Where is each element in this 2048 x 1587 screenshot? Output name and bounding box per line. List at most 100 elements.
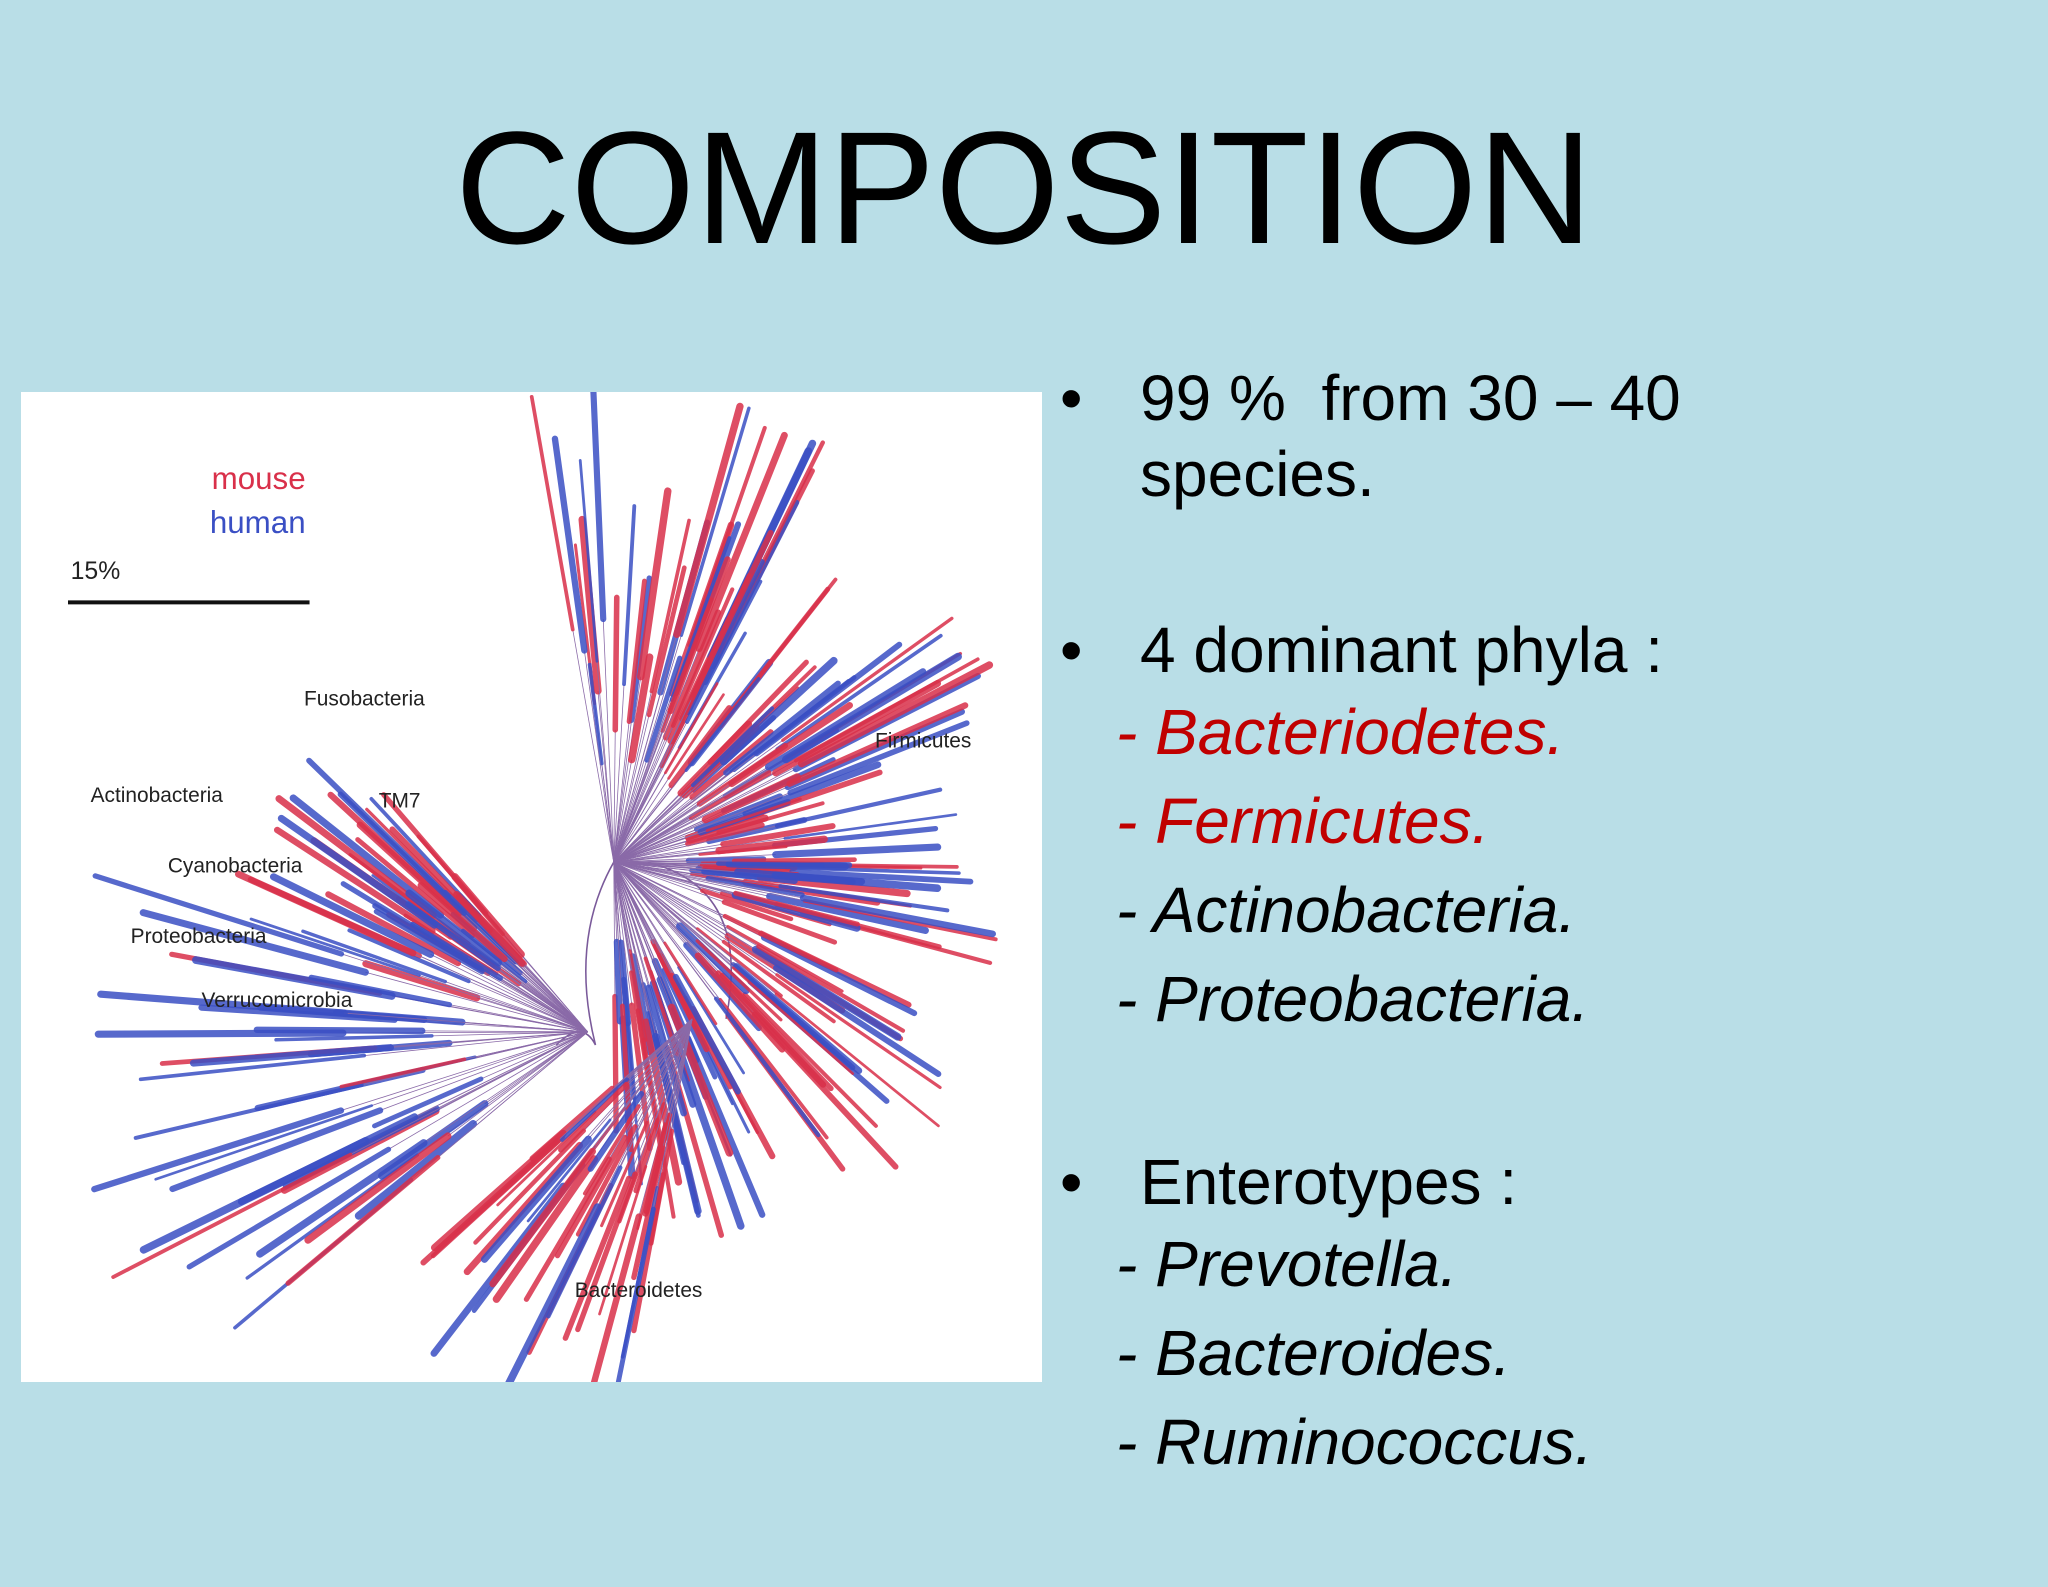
branch xyxy=(613,861,738,873)
clade xyxy=(731,966,855,1075)
clade xyxy=(590,392,607,623)
bullet: • 99 % from 30 – 40 species. xyxy=(1060,360,1960,512)
branch xyxy=(449,1004,588,1033)
clade xyxy=(695,939,783,1022)
clade xyxy=(417,882,508,963)
branch xyxy=(613,861,721,1001)
branch xyxy=(388,1031,588,1150)
clade xyxy=(235,870,417,957)
clade xyxy=(722,913,839,973)
branch xyxy=(613,721,630,863)
branch xyxy=(602,618,615,863)
clade xyxy=(92,873,345,957)
branch xyxy=(419,975,588,1033)
branch xyxy=(613,761,725,863)
clade xyxy=(523,1156,612,1302)
clade xyxy=(723,680,841,776)
branch xyxy=(613,861,698,942)
bullet-marker: • xyxy=(1060,614,1083,686)
branch xyxy=(626,1018,693,1085)
branch xyxy=(613,759,787,863)
clade xyxy=(673,402,744,638)
branch xyxy=(613,862,646,959)
clade xyxy=(133,1082,364,1140)
clade xyxy=(237,1113,419,1206)
sub-item: - Ruminococcus. xyxy=(1116,1406,1593,1478)
clade xyxy=(373,908,485,975)
clade xyxy=(751,1011,899,1170)
branch xyxy=(609,1018,693,1121)
clade xyxy=(742,761,882,817)
branch xyxy=(390,1031,588,1048)
branch xyxy=(597,1018,693,1208)
clade xyxy=(721,939,836,1024)
branch xyxy=(613,837,785,863)
branch xyxy=(626,1018,693,1080)
branch xyxy=(613,753,757,863)
branch xyxy=(613,648,700,863)
branch xyxy=(619,1018,693,1168)
branch xyxy=(613,635,682,863)
clade xyxy=(742,992,878,1128)
branch xyxy=(613,861,736,894)
bullet-text: 99 % from 30 – 40 species. xyxy=(1140,362,1699,510)
clade xyxy=(652,943,696,1030)
branch xyxy=(613,862,677,978)
clade xyxy=(587,662,604,766)
branch xyxy=(613,861,719,864)
clade xyxy=(773,965,942,1077)
branch xyxy=(613,759,633,863)
branch xyxy=(613,714,650,863)
clade xyxy=(677,720,753,797)
branch xyxy=(613,684,625,863)
branch xyxy=(613,861,703,891)
branch xyxy=(613,766,769,863)
clade xyxy=(701,773,801,824)
clade xyxy=(789,869,974,885)
clade xyxy=(354,1120,478,1220)
branch xyxy=(592,1018,693,1152)
clade xyxy=(684,677,761,772)
clade xyxy=(627,653,654,764)
clade xyxy=(685,579,763,724)
branch xyxy=(458,913,588,1033)
branch xyxy=(468,980,588,1033)
clade xyxy=(274,1034,434,1042)
branch xyxy=(646,1018,693,1123)
clade xyxy=(691,706,774,788)
clade xyxy=(688,770,772,821)
phylum-label: Firmicutes xyxy=(875,729,971,752)
clade xyxy=(327,791,463,917)
branch xyxy=(613,862,633,1006)
clade xyxy=(663,941,718,1026)
branch xyxy=(613,862,673,975)
clade xyxy=(587,1090,645,1172)
branch xyxy=(613,792,791,863)
clade xyxy=(772,679,942,777)
clade xyxy=(677,966,745,1075)
branch xyxy=(472,1031,588,1125)
branch xyxy=(613,839,690,863)
clade xyxy=(646,565,687,718)
clade xyxy=(249,917,421,977)
bullet-list: • 99 % from 30 – 40 species. • 4 dominant p… xyxy=(1060,360,1960,1587)
clade xyxy=(97,990,348,1017)
branch xyxy=(500,977,588,1033)
bullet: • Enterotypes : - Prevotella. - Bacteroides… xyxy=(1060,1144,1960,1487)
clade xyxy=(600,1120,649,1228)
bullet-text: 4 dominant phyla : xyxy=(1140,614,1663,686)
clade xyxy=(612,993,619,1134)
branch xyxy=(613,862,616,997)
clade xyxy=(186,1146,392,1270)
clade xyxy=(715,835,828,855)
clade xyxy=(669,536,732,703)
phylum-label: Cyanobacteria xyxy=(168,855,303,878)
clade xyxy=(689,529,774,701)
branch xyxy=(498,962,588,1033)
phylum-label: Proteobacteria xyxy=(131,925,267,948)
clade xyxy=(664,682,719,775)
branch xyxy=(613,634,678,863)
clade xyxy=(774,787,943,829)
clade xyxy=(720,823,836,848)
branch xyxy=(613,862,650,988)
